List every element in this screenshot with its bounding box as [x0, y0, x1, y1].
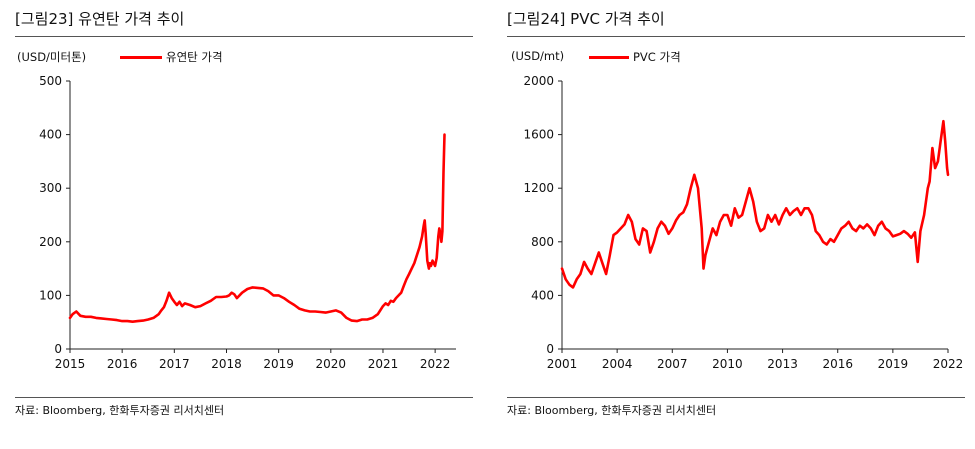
pvc-y-tick-label: 0	[546, 342, 554, 356]
pvc-y-tick-label: 400	[531, 288, 554, 302]
pvc-legend-label: PVC 가격	[633, 50, 681, 64]
pvc-y-tick-label: 800	[531, 235, 554, 249]
coal-y-tick-label: 300	[39, 181, 62, 195]
pvc-series-line	[560, 119, 950, 289]
coal-legend-label: 유연탄 가격	[166, 50, 223, 64]
pvc-legend: PVC 가격	[589, 49, 681, 65]
coal-y-tick-label: 0	[54, 342, 62, 356]
pvc-x-tick-label: 2013	[767, 357, 798, 371]
pvc-legend-swatch	[589, 55, 629, 59]
pvc-x-tick-label: 2022	[933, 357, 964, 371]
pvc-chart-title: [그림24] PVC 가격 추이	[507, 10, 665, 28]
coal-bottom-rule	[15, 397, 473, 398]
coal-legend-swatch	[120, 55, 162, 59]
coal-title-rule	[15, 36, 473, 37]
coal-x-tick-label: 2022	[420, 357, 451, 371]
coal-x-tick-label: 2020	[316, 357, 347, 371]
coal-x-tick-label: 2018	[211, 357, 242, 371]
pvc-unit-label: (USD/mt)	[511, 49, 565, 63]
pvc-y-tick-label: 1600	[523, 128, 554, 142]
coal-price-panel: [그림23] 유연탄 가격 추이 (USD/미터톤) 유연탄 가격 자료: Bl…	[0, 0, 475, 449]
pvc-x-tick-label: 2019	[878, 357, 909, 371]
coal-x-tick-label: 2021	[368, 357, 399, 371]
coal-y-tick-label: 200	[39, 235, 62, 249]
pvc-x-tick-label: 2007	[657, 357, 688, 371]
coal-x-tick-label: 2016	[107, 357, 138, 371]
pvc-title-rule	[507, 36, 965, 37]
pvc-x-tick-label: 2010	[712, 357, 743, 371]
pvc-x-tick-label: 2001	[547, 357, 578, 371]
pvc-bottom-rule	[507, 397, 965, 398]
coal-x-tick-label: 2017	[159, 357, 190, 371]
coal-chart-title: [그림23] 유연탄 가격 추이	[15, 10, 185, 28]
coal-y-tick-label: 400	[39, 128, 62, 142]
pvc-x-tick-label: 2016	[822, 357, 853, 371]
coal-x-tick-label: 2019	[263, 357, 294, 371]
pvc-source-note: 자료: Bloomberg, 한화투자증권 리서치센터	[507, 404, 717, 417]
pvc-y-tick-label: 2000	[523, 74, 554, 88]
coal-series-line	[68, 133, 446, 324]
coal-legend: 유연탄 가격	[120, 49, 223, 65]
coal-price-chart: 0 100 200 300 400 500 2015 2016 2017 2018 2019 2020…	[39, 74, 456, 371]
coal-y-tick-label: 500	[39, 74, 62, 88]
pvc-price-panel: [그림24] PVC 가격 추이 (USD/mt) PVC 가격 자료: Blo…	[500, 0, 975, 449]
coal-source-note: 자료: Bloomberg, 한화투자증권 리서치센터	[15, 404, 225, 417]
pvc-y-tick-label: 1200	[523, 181, 554, 195]
coal-y-tick-label: 100	[39, 288, 62, 302]
pvc-price-chart: 0 400 800 1200 1600 2000 2001 2004 2007 2010 2013 2…	[523, 74, 963, 371]
coal-x-tick-label: 2015	[55, 357, 86, 371]
coal-unit-label: (USD/미터톤)	[17, 50, 87, 64]
pvc-x-tick-label: 2004	[602, 357, 633, 371]
